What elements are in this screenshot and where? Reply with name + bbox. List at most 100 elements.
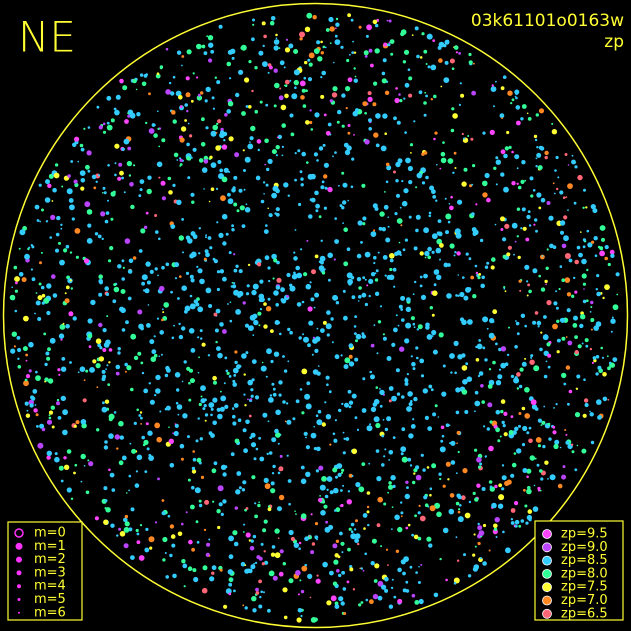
star (174, 423, 177, 425)
star (326, 310, 331, 315)
star (133, 355, 139, 361)
star (537, 165, 543, 171)
star (470, 137, 474, 141)
star (381, 71, 386, 76)
star (329, 443, 332, 446)
star (570, 443, 574, 446)
star (453, 254, 456, 257)
star (177, 297, 180, 300)
star (255, 561, 258, 565)
star (148, 92, 151, 96)
star (361, 408, 367, 413)
star (136, 408, 139, 412)
star (114, 162, 117, 165)
star (286, 295, 289, 298)
star (500, 399, 506, 404)
star (387, 564, 389, 566)
star (478, 339, 482, 342)
star (357, 542, 360, 546)
star (263, 324, 268, 329)
star (433, 283, 437, 287)
star (41, 208, 44, 212)
star (321, 271, 326, 275)
star (121, 176, 124, 180)
star (326, 476, 333, 482)
star (461, 319, 467, 326)
star (25, 374, 31, 379)
star (245, 292, 250, 296)
star (524, 387, 530, 393)
star (196, 457, 202, 463)
star (379, 404, 383, 408)
star (346, 272, 353, 279)
star (304, 536, 309, 541)
star (579, 323, 584, 329)
star (266, 452, 269, 456)
star (518, 524, 522, 528)
star (458, 508, 461, 511)
star (265, 375, 268, 378)
star (228, 198, 231, 202)
star (240, 561, 246, 567)
star (292, 417, 296, 421)
star (478, 273, 482, 276)
star (435, 199, 438, 202)
star (425, 325, 430, 330)
star (118, 420, 124, 427)
star (475, 345, 478, 349)
star (457, 199, 463, 205)
star (38, 183, 42, 187)
star (536, 192, 542, 198)
star (389, 267, 393, 272)
star (400, 224, 403, 227)
star (265, 224, 268, 227)
star (351, 475, 354, 477)
star (486, 327, 489, 330)
star (586, 229, 590, 233)
star (198, 356, 201, 359)
star (564, 429, 567, 431)
star (315, 203, 320, 209)
star (24, 253, 30, 260)
star (436, 274, 442, 280)
star (181, 64, 183, 67)
star (157, 127, 160, 130)
star (228, 136, 234, 142)
star (527, 283, 530, 287)
star (224, 113, 228, 117)
star (327, 186, 333, 193)
star (200, 385, 206, 392)
star (505, 547, 511, 554)
star (562, 196, 566, 199)
star (158, 285, 165, 292)
star (390, 475, 396, 481)
star (495, 80, 497, 83)
star (232, 530, 238, 536)
star (255, 447, 259, 451)
star (233, 268, 238, 273)
star (555, 290, 558, 293)
star (340, 471, 344, 474)
star (376, 352, 379, 355)
star (354, 357, 359, 362)
star (567, 402, 570, 406)
star (523, 488, 526, 492)
star (181, 55, 185, 58)
star (231, 281, 234, 284)
star (149, 339, 155, 345)
star (604, 256, 608, 261)
star (83, 379, 86, 382)
star (197, 268, 203, 274)
star (245, 532, 251, 538)
star (563, 382, 567, 386)
star (519, 367, 524, 372)
star (479, 238, 484, 243)
star (190, 231, 196, 237)
star (515, 96, 518, 100)
star (216, 287, 220, 292)
star (453, 340, 459, 346)
star (511, 462, 517, 468)
star (210, 413, 213, 417)
star (412, 480, 416, 485)
star (73, 471, 76, 475)
